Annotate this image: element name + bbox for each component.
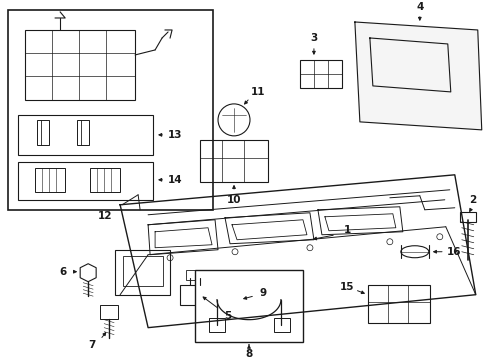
Bar <box>273 318 289 332</box>
Text: 2: 2 <box>468 195 475 205</box>
Text: 6: 6 <box>60 267 67 277</box>
Bar <box>8 10 213 210</box>
Bar <box>18 115 153 155</box>
Text: 15: 15 <box>339 282 353 292</box>
Text: 10: 10 <box>226 195 241 205</box>
Bar <box>90 168 120 192</box>
Bar <box>299 60 341 88</box>
Text: 8: 8 <box>245 348 252 359</box>
Bar <box>459 212 475 222</box>
Bar <box>25 30 135 100</box>
Bar <box>77 120 89 145</box>
Bar <box>208 318 224 332</box>
Bar <box>115 250 170 295</box>
Text: 5: 5 <box>224 311 231 321</box>
Bar <box>18 162 153 200</box>
Bar <box>200 140 267 182</box>
Text: 13: 13 <box>167 130 182 140</box>
Bar <box>100 305 118 319</box>
Bar <box>37 120 49 145</box>
Text: 4: 4 <box>415 2 423 12</box>
Bar <box>195 270 303 342</box>
Bar <box>180 285 207 305</box>
Text: 7: 7 <box>88 339 96 350</box>
Bar <box>185 270 203 280</box>
Text: 9: 9 <box>259 288 266 298</box>
Bar <box>367 285 429 323</box>
Polygon shape <box>354 22 481 130</box>
Bar <box>123 256 163 286</box>
Text: 1: 1 <box>344 225 351 235</box>
Text: 14: 14 <box>167 175 182 185</box>
Text: 3: 3 <box>310 33 317 43</box>
Bar <box>35 168 65 192</box>
Text: 11: 11 <box>250 87 264 97</box>
Text: 12: 12 <box>98 211 112 221</box>
Text: 16: 16 <box>446 247 460 257</box>
